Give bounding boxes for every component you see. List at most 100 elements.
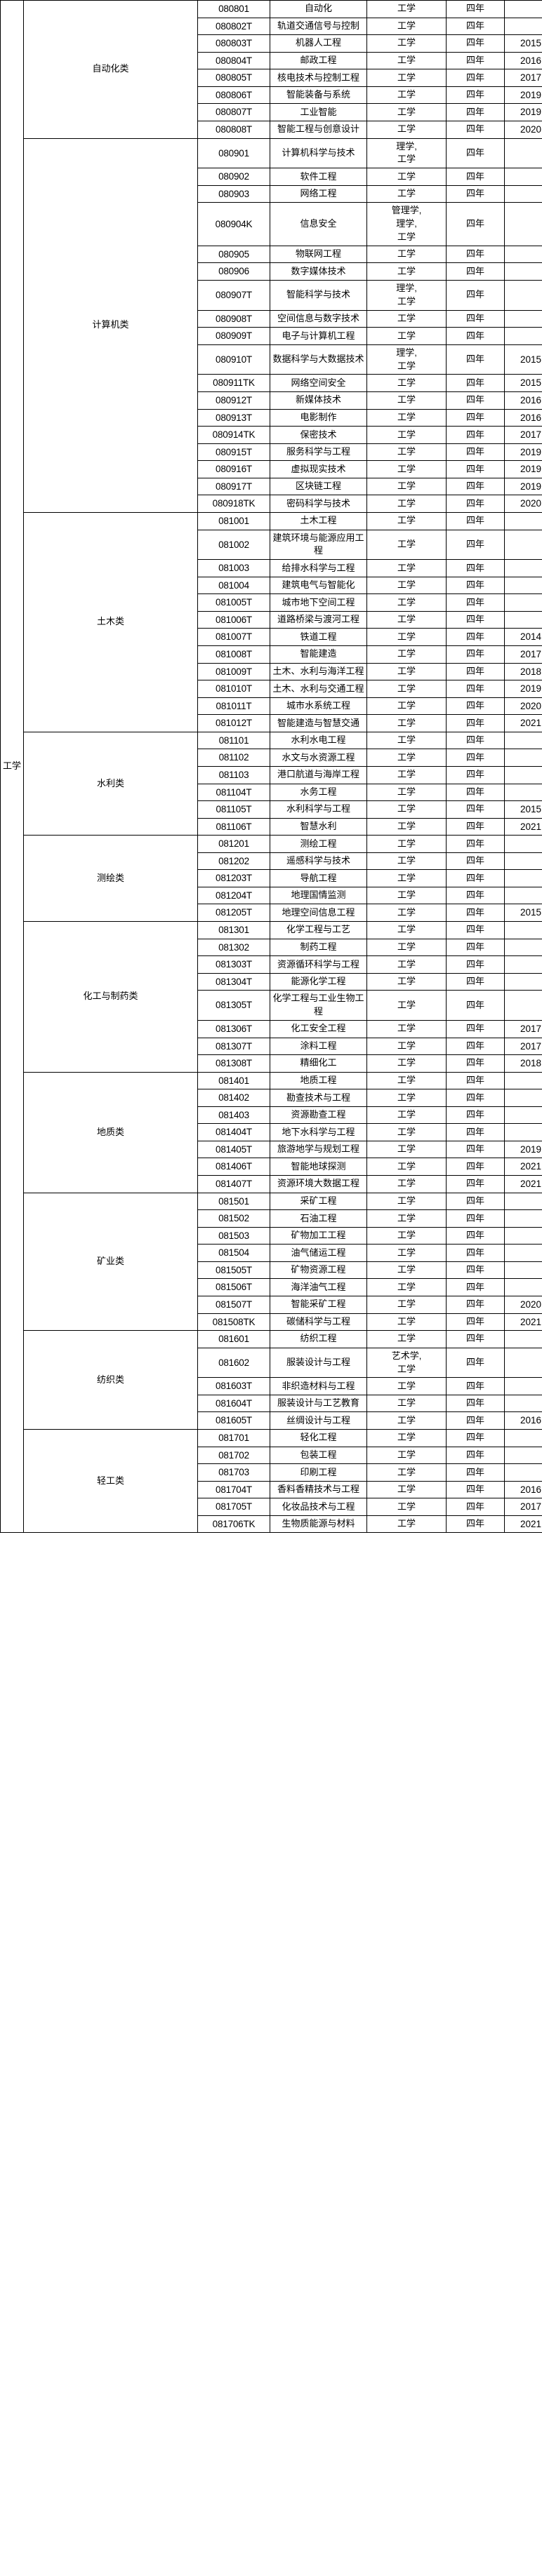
degree-type-cell: 工学: [366, 938, 447, 957]
added-year-cell: [504, 511, 542, 530]
duration-cell: 四年: [446, 731, 505, 750]
duration-cell: 四年: [446, 714, 505, 732]
degree-type-cell: 工学: [366, 511, 447, 530]
added-year-cell: [504, 783, 542, 802]
table-row: 水利类 081101 水利水电工程 工学 四年: [1, 731, 542, 836]
degree-type-cell: 工学: [366, 391, 447, 410]
table-row: 081306T 化工安全工程 工学 四年 2017: [1, 1019, 542, 1038]
table-row: 081702 包装工程 工学 四年: [1, 1446, 542, 1465]
major-code-cell: 081006T: [197, 610, 270, 629]
degree-type-cell: 工学: [366, 1261, 447, 1280]
duration-cell: 四年: [446, 610, 505, 629]
degree-type-cell: 工学: [366, 69, 447, 87]
table-row: 081102 水文与水资源工程 工学 四年: [1, 749, 542, 767]
major-code-cell: 080807T: [197, 103, 270, 121]
major-code-cell: 081011T: [197, 697, 270, 716]
major-code-cell: 081406T: [197, 1158, 270, 1176]
duration-cell: 四年: [446, 1037, 505, 1056]
table-row: 081203T 导航工程 工学 四年: [1, 869, 542, 887]
degree-type-cell: 工学: [366, 408, 447, 427]
major-code-cell: 080906: [197, 262, 270, 281]
table-row: 081402 勘查技术与工程 工学 四年: [1, 1089, 542, 1107]
major-name-cell: 导航工程: [270, 869, 367, 887]
table-row: 081405T 旅游地学与规划工程 工学 四年 2019: [1, 1140, 542, 1159]
duration-cell: 四年: [446, 17, 505, 36]
major-code-cell: 080901: [197, 137, 270, 169]
duration-cell: 四年: [446, 765, 505, 784]
added-year-cell: [504, 1261, 542, 1280]
major-name-cell: 密码科学与技术: [270, 495, 367, 513]
major-code-cell: 081007T: [197, 628, 270, 647]
degree-type-cell: 工学: [366, 990, 447, 1021]
major-name-cell: 保密技术: [270, 426, 367, 444]
added-year-cell: 2018: [504, 1054, 542, 1073]
major-class-cell: 水利类: [23, 731, 198, 836]
major-code-cell: 080804T: [197, 51, 270, 70]
added-year-cell: 2016: [504, 391, 542, 410]
degree-type-cell: 工学: [366, 1226, 447, 1245]
major-code-cell: 081604T: [197, 1394, 270, 1413]
duration-cell: 四年: [446, 593, 505, 612]
major-code-cell: 080905: [197, 245, 270, 264]
major-code-cell: 081305T: [197, 990, 270, 1021]
major-class-cell: 计算机类: [23, 137, 198, 513]
table-row: 080904K 信息安全 管理学, 理学, 工学 四年: [1, 202, 542, 246]
table-row: 080908T 空间信息与数字技术 工学 四年: [1, 309, 542, 328]
major-code-cell: 081703: [197, 1463, 270, 1482]
major-code-cell: 080902: [197, 168, 270, 186]
degree-type-cell: 工学: [366, 245, 447, 264]
degree-type-cell: 工学: [366, 697, 447, 716]
added-year-cell: 2018: [504, 662, 542, 681]
major-code-cell: 080909T: [197, 327, 270, 345]
table-row: 081204T 地理国情监测 工学 四年: [1, 886, 542, 905]
major-code-cell: 081505T: [197, 1261, 270, 1280]
major-name-cell: 数据科学与大数据技术: [270, 344, 367, 375]
major-name-cell: 采矿工程: [270, 1192, 367, 1211]
degree-type-cell: 工学: [366, 714, 447, 732]
degree-type-cell: 工学: [366, 869, 447, 887]
added-year-cell: 2021: [504, 817, 542, 836]
major-code-cell: 080805T: [197, 69, 270, 87]
duration-cell: 四年: [446, 1498, 505, 1516]
degree-type-cell: 工学: [366, 800, 447, 819]
table-row: 080902 软件工程 工学 四年: [1, 168, 542, 186]
duration-cell: 四年: [446, 120, 505, 139]
degree-type-cell: 工学: [366, 610, 447, 629]
degree-type-cell: 理学, 工学: [366, 137, 447, 169]
major-name-cell: 智能建造: [270, 645, 367, 664]
major-name-cell: 勘查技术与工程: [270, 1089, 367, 1107]
major-name-cell: 石油工程: [270, 1209, 367, 1228]
duration-cell: 四年: [446, 408, 505, 427]
degree-type-cell: 工学: [366, 1106, 447, 1125]
added-year-cell: [504, 262, 542, 281]
table-row: 081106T 智慧水利 工学 四年 2021: [1, 817, 542, 836]
degree-type-cell: 工学: [366, 1089, 447, 1107]
added-year-cell: [504, 921, 542, 939]
duration-cell: 四年: [446, 137, 505, 169]
table-row: 080906 数字媒体技术 工学 四年: [1, 262, 542, 281]
major-name-cell: 电子与计算机工程: [270, 327, 367, 345]
major-code-cell: 081301: [197, 921, 270, 939]
duration-cell: 四年: [446, 245, 505, 264]
added-year-cell: 2020: [504, 1295, 542, 1314]
added-year-cell: [504, 1209, 542, 1228]
major-code-cell: 081203T: [197, 869, 270, 887]
table-row: 081104T 水务工程 工学 四年: [1, 783, 542, 802]
major-name-cell: 土木、水利与交通工程: [270, 680, 367, 698]
duration-cell: 四年: [446, 0, 505, 18]
major-name-cell: 核电技术与控制工程: [270, 69, 367, 87]
table-row: 080911TK 网络空间安全 工学 四年 2015: [1, 374, 542, 393]
major-code-cell: 081003: [197, 559, 270, 577]
added-year-cell: [504, 1192, 542, 1211]
degree-type-cell: 工学: [366, 1446, 447, 1465]
duration-cell: 四年: [446, 697, 505, 716]
added-year-cell: [504, 765, 542, 784]
added-year-cell: [504, 245, 542, 264]
added-year-cell: 2021: [504, 1313, 542, 1331]
table-row: 地质类 081401 地质工程 工学 四年: [1, 1071, 542, 1193]
duration-cell: 四年: [446, 1295, 505, 1314]
major-name-cell: 智能科学与技术: [270, 279, 367, 311]
major-name-cell: 建筑环境与能源应用工程: [270, 529, 367, 561]
added-year-cell: 2017: [504, 1037, 542, 1056]
added-year-cell: [504, 749, 542, 767]
